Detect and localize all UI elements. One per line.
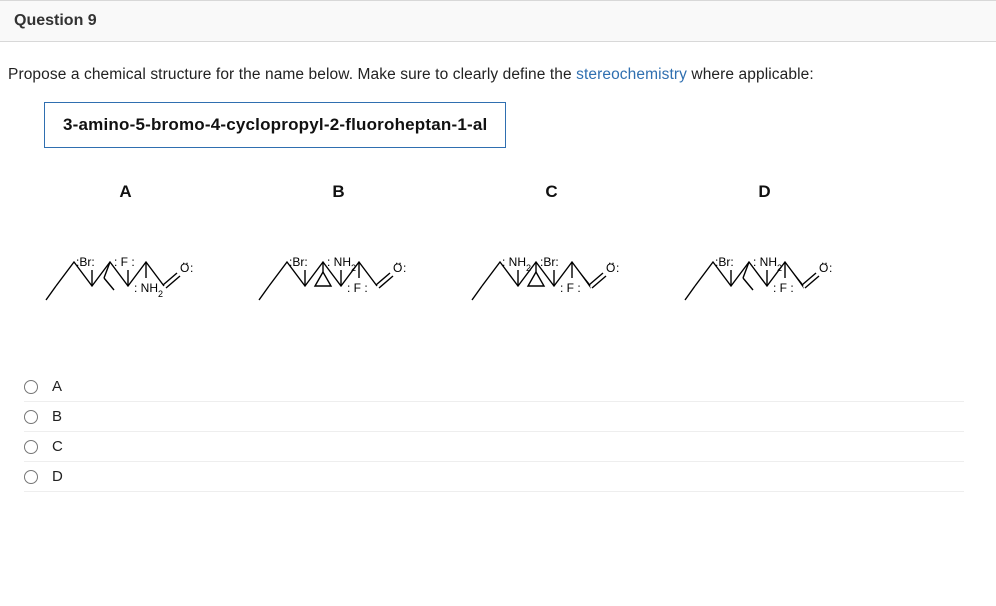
structure-drawing: :Br:: F :: NH2O:.. bbox=[38, 224, 213, 324]
structure-drawing: :Br:: NH2: F :O:.. bbox=[251, 224, 426, 324]
structure-option: C: NH2:Br:: F :O:.. bbox=[464, 182, 639, 324]
question-header: Question 9 bbox=[0, 0, 996, 42]
question-body: Propose a chemical structure for the nam… bbox=[0, 42, 996, 492]
structure-option: D:Br:: NH2: F :O:.. bbox=[677, 182, 852, 324]
answer-radio[interactable] bbox=[24, 470, 38, 484]
answer-radio[interactable] bbox=[24, 380, 38, 394]
structure-svg: :Br:: NH2: F :O:.. bbox=[251, 224, 426, 324]
svg-text:..: .. bbox=[395, 253, 402, 267]
answer-radio[interactable] bbox=[24, 440, 38, 454]
svg-text:: NH2: : NH2 bbox=[134, 281, 163, 299]
structure-option: B:Br:: NH2: F :O:.. bbox=[251, 182, 426, 324]
answer-option-label: C bbox=[52, 438, 63, 455]
prompt-highlight: stereochemistry bbox=[576, 66, 687, 83]
svg-text:: F :: : F : bbox=[114, 255, 135, 269]
svg-text::: : bbox=[616, 261, 619, 275]
structures-row: A:Br:: F :: NH2O:..B:Br:: NH2: F :O:..C:… bbox=[38, 182, 988, 324]
structure-option: A:Br:: F :: NH2O:.. bbox=[38, 182, 213, 324]
svg-text:..: .. bbox=[182, 253, 189, 267]
svg-text:: F :: : F : bbox=[773, 281, 794, 295]
svg-text::Br:: :Br: bbox=[540, 255, 559, 269]
svg-text::: : bbox=[190, 261, 193, 275]
answer-option[interactable]: C bbox=[24, 432, 964, 462]
structure-svg: : NH2:Br:: F :O:.. bbox=[464, 224, 639, 324]
answer-option-label: B bbox=[52, 408, 62, 425]
svg-text:: F :: : F : bbox=[347, 281, 368, 295]
structure-drawing: :Br:: NH2: F :O:.. bbox=[677, 224, 852, 324]
structure-label: B bbox=[332, 182, 344, 202]
svg-text:..: .. bbox=[821, 253, 828, 267]
answer-option-label: A bbox=[52, 378, 62, 395]
structure-drawing: : NH2:Br:: F :O:.. bbox=[464, 224, 639, 324]
question-title: Question 9 bbox=[14, 12, 982, 30]
answer-option-label: D bbox=[52, 468, 63, 485]
structure-svg: :Br:: NH2: F :O:.. bbox=[677, 224, 852, 324]
answer-option[interactable]: B bbox=[24, 402, 964, 432]
svg-text::Br:: :Br: bbox=[715, 255, 734, 269]
svg-text::Br:: :Br: bbox=[76, 255, 95, 269]
structure-label: A bbox=[119, 182, 131, 202]
structure-svg: :Br:: F :: NH2O:.. bbox=[38, 224, 213, 324]
prompt-pre: Propose a chemical structure for the nam… bbox=[8, 66, 576, 83]
structure-label: D bbox=[758, 182, 770, 202]
structure-label: C bbox=[545, 182, 557, 202]
answer-option[interactable]: A bbox=[24, 372, 964, 402]
svg-text::: : bbox=[829, 261, 832, 275]
question-prompt: Propose a chemical structure for the nam… bbox=[8, 66, 988, 84]
prompt-post: where applicable: bbox=[687, 66, 814, 83]
svg-text::: : bbox=[403, 261, 406, 275]
compound-name-box: 3-amino-5-bromo-4-cyclopropyl-2-fluorohe… bbox=[44, 102, 506, 148]
svg-text:..: .. bbox=[608, 253, 615, 267]
answer-options: ABCD bbox=[24, 372, 988, 492]
answer-radio[interactable] bbox=[24, 410, 38, 424]
svg-text:: F :: : F : bbox=[560, 281, 581, 295]
answer-option[interactable]: D bbox=[24, 462, 964, 492]
svg-text::Br:: :Br: bbox=[289, 255, 308, 269]
